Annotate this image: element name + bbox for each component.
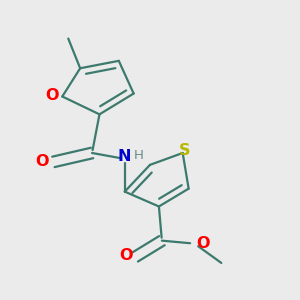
Text: S: S	[179, 143, 191, 158]
Text: O: O	[45, 88, 59, 103]
Text: N: N	[117, 149, 131, 164]
Text: O: O	[197, 236, 210, 251]
Text: H: H	[134, 149, 144, 162]
Text: O: O	[119, 248, 133, 263]
Text: O: O	[35, 154, 49, 169]
